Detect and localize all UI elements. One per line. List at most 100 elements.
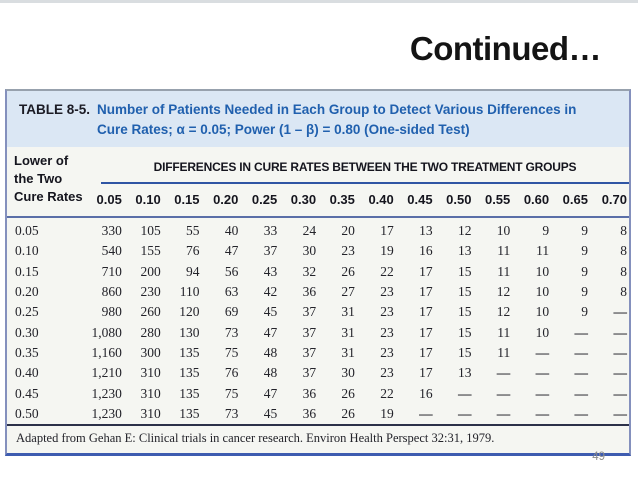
cell-value: 23 [380, 324, 394, 340]
cell-value: 40 [224, 223, 239, 239]
column-header: 0.30 [279, 184, 319, 219]
cell-value-missing: — [457, 385, 472, 401]
cell-value: 9 [581, 284, 588, 300]
cell-value: 23 [380, 304, 394, 320]
cell-value: 11 [497, 263, 511, 279]
cell-value: 135 [179, 365, 200, 381]
cell-value: 15 [457, 263, 472, 279]
cell-value: 300 [140, 344, 161, 360]
cell-value: 23 [341, 243, 355, 259]
cell-value: 710 [101, 263, 122, 279]
row-rate-label: 0.25 [15, 304, 39, 320]
cell-value: 9 [542, 223, 550, 239]
cell-value: 135 [179, 385, 200, 401]
cell-value: 26 [341, 405, 355, 421]
column-header: 0.55 [473, 184, 513, 219]
cell-value: 73 [224, 324, 239, 340]
cell-value: 1,230 [91, 385, 122, 401]
cell-value-missing: — [613, 385, 628, 401]
cell-value: 37 [302, 365, 317, 381]
cell-value-missing: — [613, 365, 628, 381]
table-row: 0.25 980 260 120 69 45 37 31 23 17 15 12 10 9 — [7, 302, 629, 322]
cell-value: 120 [179, 304, 200, 320]
table-title: Number of Patients Needed in Each Group … [97, 100, 576, 139]
table-row: 0.35 1,160 300 135 75 48 37 31 23 17 15 11 — — — [7, 343, 629, 363]
row-rate-label: 0.40 [15, 365, 39, 381]
cell-value: 24 [302, 223, 317, 239]
cell-value: 26 [341, 385, 355, 401]
row-rate-label: 0.10 [15, 243, 39, 259]
cell-value-missing: — [496, 405, 511, 421]
cell-value: 540 [101, 243, 122, 259]
row-header-line-3: Cure Rates [14, 189, 83, 205]
column-header: 0.35 [318, 184, 357, 219]
cell-value: 8 [620, 284, 627, 300]
cell-value: 135 [179, 405, 200, 421]
column-header: 0.15 [162, 184, 202, 219]
column-header: 0.60 [512, 184, 552, 219]
table-head: Lower of the Two Cure Rates DIFFERENCES … [7, 147, 629, 219]
table-row: 0.45 1,230 310 135 75 47 36 26 22 16 — — — — — [7, 384, 629, 404]
cell-value: 10 [535, 263, 550, 279]
row-rate-label: 0.35 [15, 344, 39, 360]
cell-value: 33 [263, 223, 278, 239]
span-header-text: DIFFERENCES IN CURE RATES BETWEEN THE TW… [153, 160, 577, 175]
cell-value: 16 [419, 243, 433, 259]
table-footnote: Adapted from Gehan E: Clinical trials in… [7, 424, 629, 453]
cell-value: 17 [380, 223, 394, 239]
row-rate-label: 0.45 [15, 385, 39, 401]
column-header: 0.20 [201, 184, 241, 219]
column-header: 0.10 [123, 184, 163, 219]
table-label: TABLE 8-5. [19, 102, 91, 117]
cell-value-missing: — [496, 385, 511, 401]
cell-value: 8 [620, 263, 627, 279]
table-row: 0.40 1,210 310 135 76 48 37 30 23 17 13 — — — — [7, 363, 629, 383]
row-header-line-1: Lower of [14, 153, 69, 169]
cell-value: 1,160 [91, 344, 122, 360]
table-8-5-card: TABLE 8-5. Number of Patients Needed in … [5, 89, 631, 457]
table-title-line-1: Number of Patients Needed in Each Group … [97, 102, 577, 117]
cell-value: 36 [302, 405, 317, 421]
cell-value: 47 [224, 243, 239, 259]
column-header: 0.05 [85, 184, 124, 219]
cell-value-missing: — [535, 344, 550, 360]
cell-value: 11 [497, 324, 511, 340]
cell-value-missing: — [574, 385, 588, 401]
cell-value: 9 [581, 223, 588, 239]
cell-value: 17 [419, 263, 433, 279]
cell-value-missing: — [535, 405, 550, 421]
cell-value: 12 [496, 304, 511, 320]
row-rate-label: 0.50 [15, 405, 39, 421]
cell-value: 135 [179, 344, 200, 360]
cell-value: 260 [140, 304, 161, 320]
cell-value: 10 [535, 324, 550, 340]
cell-value: 26 [341, 263, 355, 279]
cell-value: 310 [140, 365, 161, 381]
cell-value-missing: — [496, 365, 511, 381]
span-header-row: Lower of the Two Cure Rates DIFFERENCES … [7, 147, 629, 219]
cell-value: 12 [457, 223, 472, 239]
cell-value: 10 [535, 304, 550, 320]
cell-value: 45 [263, 304, 278, 320]
cell-value: 330 [101, 223, 122, 239]
column-header: 0.65 [551, 184, 590, 219]
span-header-underline: DIFFERENCES IN CURE RATES BETWEEN THE TW… [101, 147, 629, 185]
slide-title: Continued… [409, 30, 602, 67]
cell-value: 76 [224, 365, 239, 381]
cell-value: 94 [186, 263, 200, 279]
cell-value: 43 [263, 263, 278, 279]
cell-value: 9 [581, 304, 588, 320]
cell-value-missing: — [613, 304, 628, 320]
cell-value: 31 [341, 324, 355, 340]
cell-value: 75 [224, 385, 239, 401]
column-header: 0.50 [434, 184, 474, 219]
cell-value: 17 [419, 284, 433, 300]
cell-value: 10 [496, 223, 511, 239]
cell-value: 45 [263, 405, 278, 421]
cell-value: 8 [620, 223, 627, 239]
cell-value: 11 [497, 344, 511, 360]
cell-value: 23 [380, 344, 394, 360]
cell-value: 9 [581, 263, 588, 279]
cell-value-missing: — [574, 344, 588, 360]
